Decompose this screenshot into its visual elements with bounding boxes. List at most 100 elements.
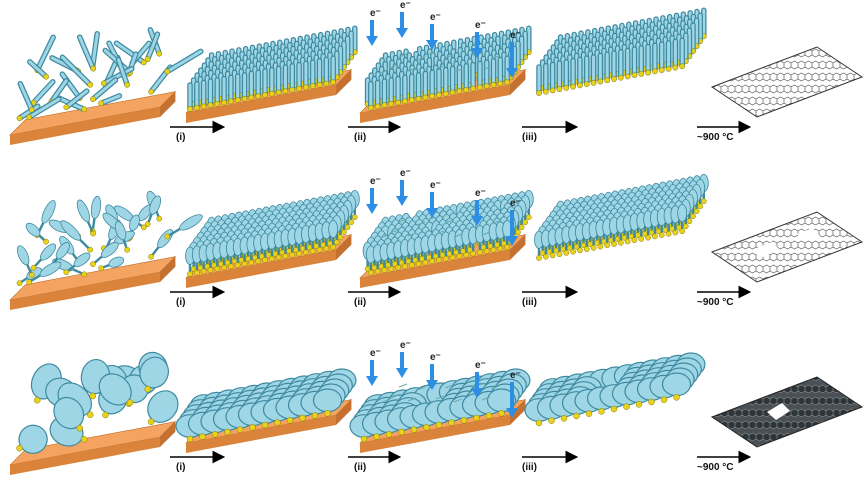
- molecule-icon: [179, 214, 203, 231]
- electron-beam-arrow-shaft: [430, 364, 434, 380]
- molecule-head: [542, 88, 549, 95]
- electron-beam-arrow-icon: [396, 196, 408, 206]
- molecule-head: [402, 263, 408, 270]
- molecule-icon: [149, 195, 162, 215]
- electron-beam-arrow-icon: [426, 380, 438, 390]
- molecule-head: [693, 208, 700, 215]
- molecule-head: [402, 98, 408, 105]
- molecule-head: [665, 65, 672, 72]
- molecule-head: [89, 392, 96, 400]
- molecule-head: [286, 417, 294, 424]
- molecule-icon: [76, 199, 91, 223]
- molecule-icon: [117, 58, 129, 87]
- graphene-hole: [767, 403, 790, 420]
- molecule-head: [341, 229, 347, 236]
- molecule-head: [408, 262, 415, 268]
- electron-beam-arrow-shaft: [475, 200, 479, 216]
- substrate-side-face: [160, 421, 176, 447]
- molecule-head: [504, 244, 511, 251]
- molecule-head: [90, 96, 96, 103]
- molecule-head: [436, 92, 442, 98]
- molecule-head: [351, 214, 358, 221]
- molecule-head: [422, 94, 429, 101]
- molecule-head: [483, 83, 490, 89]
- molecule-icon: [91, 32, 99, 68]
- substrate-front-face: [10, 437, 160, 475]
- graphene-hole: [797, 228, 820, 242]
- molecule-head: [43, 238, 49, 245]
- molecule-head: [187, 106, 193, 112]
- crosslink: [490, 385, 500, 390]
- molecule-head: [563, 85, 570, 91]
- molecule-head: [261, 421, 269, 429]
- substrate-front-face: [10, 107, 160, 145]
- molecule-head: [473, 414, 480, 422]
- molecule-head: [248, 94, 255, 101]
- molecule-icon: [25, 222, 41, 237]
- molecule-head: [324, 410, 331, 417]
- substrate-side-face: [510, 399, 526, 425]
- crosslink: [435, 395, 445, 400]
- molecule-head: [463, 252, 470, 258]
- substrate-front-face: [186, 250, 336, 288]
- molecule-head: [556, 251, 563, 258]
- molecule-icon: [64, 89, 89, 109]
- molecule-head: [560, 415, 568, 422]
- molecule-head: [16, 115, 23, 122]
- molecule-head: [241, 95, 248, 102]
- molecule-head: [360, 435, 368, 443]
- molecule-icon: [129, 214, 140, 231]
- crosslink: [490, 55, 500, 60]
- process-step-label: (iii): [522, 297, 537, 308]
- molecule-head: [63, 269, 70, 276]
- molecule-head: [101, 80, 107, 87]
- molecule-head: [126, 399, 134, 406]
- molecule-icon: [114, 221, 127, 241]
- molecule-head: [388, 101, 395, 107]
- molecule-head: [498, 410, 505, 417]
- molecule-icon: [27, 97, 61, 119]
- molecule-head: [299, 414, 306, 422]
- molecule-head: [214, 266, 221, 272]
- molecule-head: [635, 401, 643, 408]
- electron-beam-arrow-shaft: [400, 352, 404, 368]
- molecule-head: [556, 86, 563, 93]
- molecule-head: [199, 433, 206, 440]
- molecule-icon: [18, 82, 34, 112]
- molecule-head: [140, 59, 147, 66]
- substrate-side-face: [336, 234, 352, 260]
- molecule-head: [80, 436, 88, 443]
- crosslink: [398, 218, 408, 223]
- molecule-head: [624, 73, 631, 80]
- molecule-head: [34, 397, 41, 404]
- molecule-head: [672, 64, 679, 71]
- molecule-head: [604, 77, 611, 84]
- molecule-head: [690, 213, 696, 220]
- molecule-icon: [18, 104, 40, 120]
- molecule-head: [700, 198, 707, 205]
- molecule-head: [16, 444, 23, 452]
- electron-beam-arrow-icon: [426, 208, 438, 218]
- molecule-icon: [90, 195, 102, 220]
- molecule-head: [442, 90, 449, 97]
- molecule-head: [207, 102, 214, 109]
- crosslink: [444, 54, 454, 59]
- molecule-head: [395, 264, 401, 271]
- molecule-head: [597, 78, 604, 85]
- molecule-head: [156, 215, 163, 222]
- molecule-head: [367, 104, 374, 111]
- electron-label: e⁻: [510, 30, 521, 41]
- molecule-head: [374, 268, 381, 275]
- process-step-label: (i): [176, 462, 185, 473]
- molecule-head: [485, 412, 493, 419]
- molecule-head: [236, 426, 244, 433]
- electron-beam-arrow-icon: [426, 40, 438, 50]
- molecule-head: [374, 103, 381, 110]
- molecule-head: [255, 93, 262, 100]
- molecule-icon: [312, 388, 343, 413]
- molecule-icon: [60, 55, 92, 87]
- molecule-head: [448, 419, 455, 426]
- molecule-head: [148, 253, 154, 260]
- molecule-head: [672, 229, 679, 236]
- molecule-head: [316, 246, 323, 253]
